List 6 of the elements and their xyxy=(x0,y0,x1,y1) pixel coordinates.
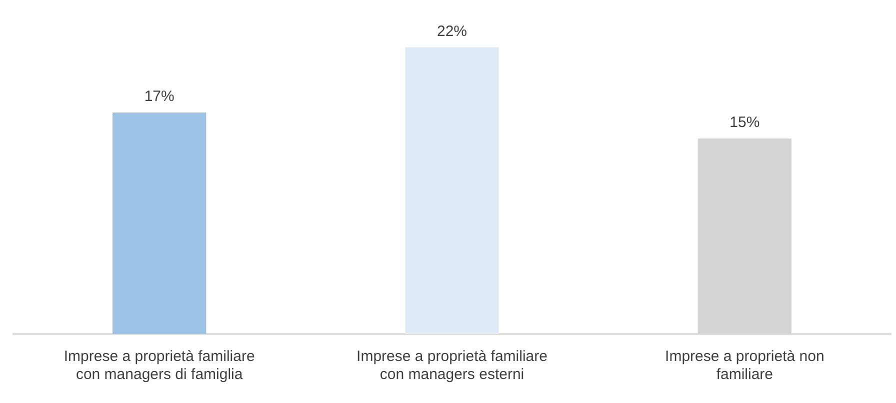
x-tick-label: Imprese a proprietà non familiare xyxy=(665,348,824,384)
x-tick-label: Imprese a proprietà familiare con managers esterni xyxy=(356,348,548,384)
x-tick-label: Imprese a proprietà familiare con managers di famiglia xyxy=(64,348,255,384)
data-label: 22% xyxy=(436,22,468,40)
data-label: 17% xyxy=(144,88,174,106)
data-label: 15% xyxy=(730,114,760,132)
